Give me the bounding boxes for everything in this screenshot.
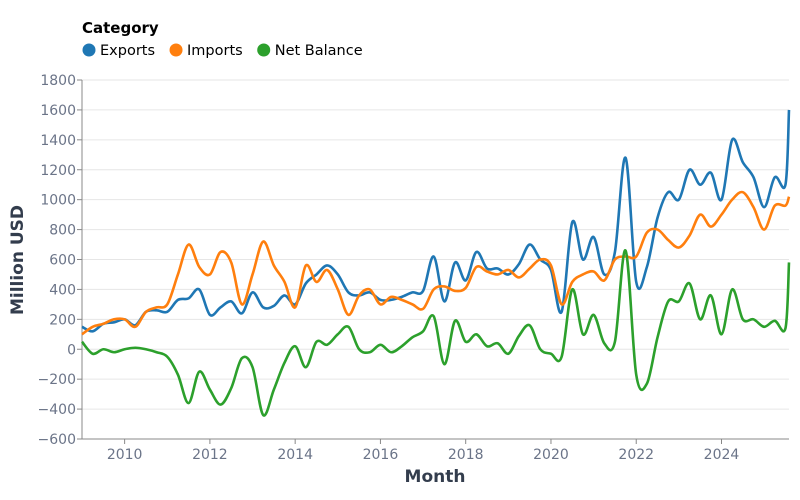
y-tick-label: 1200 bbox=[40, 163, 76, 179]
x-tick-label: 2012 bbox=[192, 447, 228, 463]
y-tick-label: 1600 bbox=[40, 103, 76, 119]
series-lines bbox=[80, 109, 791, 417]
y-tick-label: −200 bbox=[38, 372, 76, 388]
legend-symbol bbox=[82, 43, 96, 57]
y-tick-label: 600 bbox=[49, 253, 76, 269]
x-tick-label: 2020 bbox=[533, 447, 569, 463]
legend-item-imports[interactable]: Imports bbox=[169, 43, 243, 59]
legend: Exports Imports Net Balance bbox=[82, 43, 363, 59]
y-axis-title: Million USD bbox=[8, 205, 28, 315]
legend-label: Imports bbox=[187, 43, 243, 59]
legend-item-net-balance[interactable]: Net Balance bbox=[257, 43, 363, 59]
x-tick-label: 2018 bbox=[448, 447, 484, 463]
series-line-exports bbox=[81, 109, 791, 333]
legend-label: Net Balance bbox=[275, 43, 363, 59]
x-tick-label: 2014 bbox=[277, 447, 313, 463]
legend-title: Category bbox=[82, 19, 159, 37]
series-line-imports bbox=[81, 190, 791, 336]
x-tick-label: 2022 bbox=[618, 447, 654, 463]
y-tick-label: 1800 bbox=[40, 73, 76, 89]
y-tick-label: 200 bbox=[49, 312, 76, 328]
y-tick-label: −600 bbox=[38, 432, 76, 448]
x-tick-label: 2024 bbox=[704, 447, 740, 463]
y-tick-label: −400 bbox=[38, 402, 76, 418]
legend-symbol bbox=[169, 43, 183, 57]
y-tick-label: 0 bbox=[67, 342, 76, 358]
y-tick-label: 800 bbox=[49, 223, 76, 239]
legend-label: Exports bbox=[100, 43, 155, 59]
x-axis: 2010 2012 2014 2016 2018 2020 2022 2024 bbox=[82, 438, 789, 463]
series-line-net-balance bbox=[80, 249, 791, 417]
y-tick-label: 1400 bbox=[40, 133, 76, 149]
x-tick-label: 2016 bbox=[363, 447, 399, 463]
x-axis-title: Month bbox=[405, 467, 466, 487]
legend-item-exports[interactable]: Exports bbox=[82, 43, 156, 59]
legend-symbol bbox=[257, 43, 271, 57]
y-tick-label: 1000 bbox=[40, 193, 76, 209]
x-tick-label: 2010 bbox=[107, 447, 143, 463]
y-axis: −600 −400 −200 0 200 400 600 800 1000 1200 1400 160… bbox=[38, 73, 83, 448]
y-tick-label: 400 bbox=[49, 282, 76, 298]
